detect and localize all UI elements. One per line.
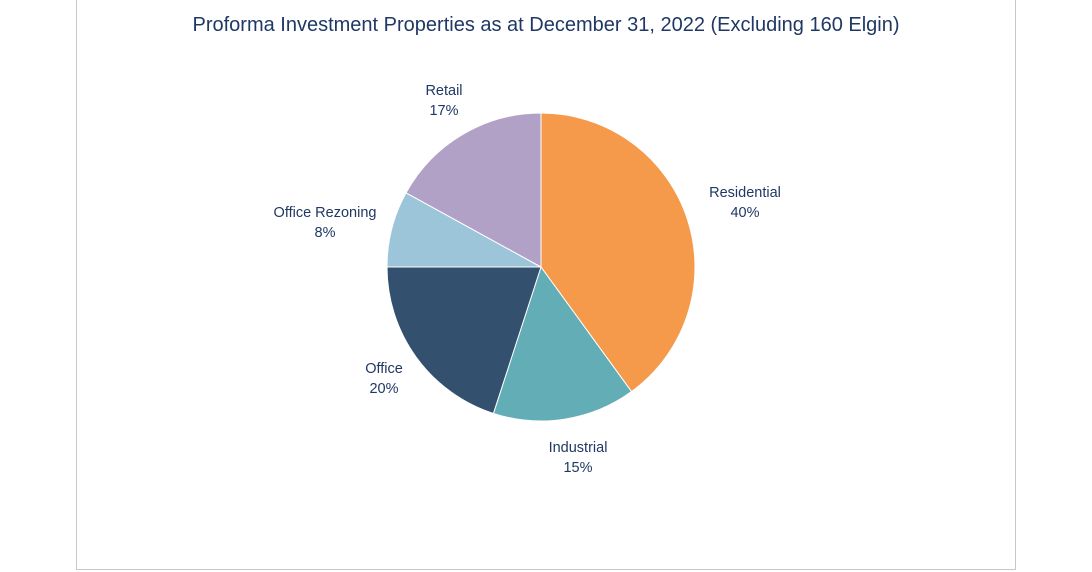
- slice-value-industrial: 15%: [563, 460, 592, 476]
- pie-slice-industrial: [492, 265, 633, 422]
- slice-label-industrial: Industrial: [549, 440, 608, 456]
- pie-slice-retail: [405, 112, 542, 268]
- chart-frame: Proforma Investment Properties as at Dec…: [76, 0, 1016, 570]
- slice-value-office-rezoning: 8%: [315, 225, 336, 241]
- slice-value-residential: 40%: [730, 205, 759, 221]
- slice-label-residential: Residential: [709, 185, 781, 201]
- slice-label-office: Office: [365, 361, 403, 377]
- pie-slice-office: [386, 266, 542, 415]
- slice-value-retail: 17%: [429, 103, 458, 119]
- chart-title: Proforma Investment Properties as at Dec…: [192, 14, 900, 36]
- pie-chart: Residential 40% Industrial 15% Office 20% Offi…: [274, 83, 781, 476]
- slice-label-retail: Retail: [425, 83, 462, 99]
- pie-slice-residential: [540, 112, 696, 393]
- slice-value-office: 20%: [369, 381, 398, 397]
- slice-label-office-rezoning: Office Rezoning: [274, 205, 377, 221]
